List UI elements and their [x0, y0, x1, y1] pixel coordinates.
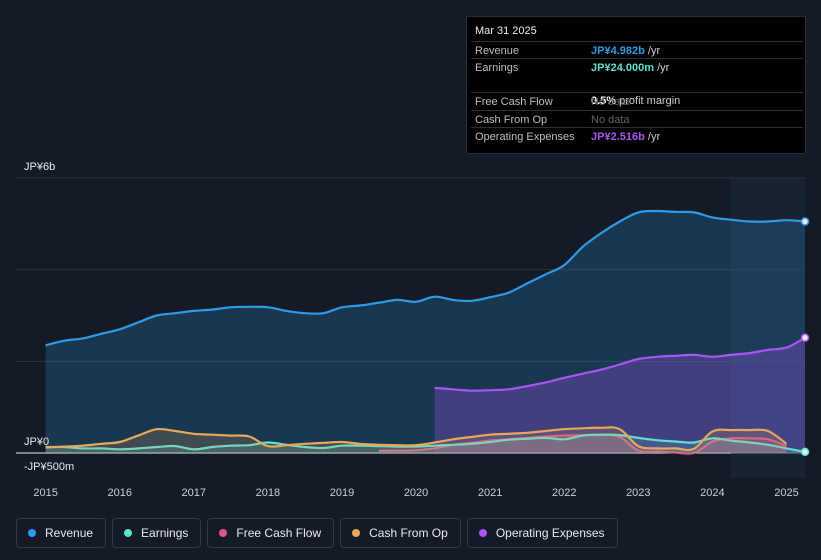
x-axis-label: 2015 [33, 487, 57, 499]
earnings-end-marker [800, 447, 810, 457]
profit-margin-text: profit margin [619, 95, 681, 107]
tooltip-value-revenue: JP¥4.982b [591, 45, 645, 57]
tooltip-row-earnings: Earnings JP¥24.000m /yr [471, 58, 803, 75]
legend-item-cash-from-op[interactable]: Cash From Op [340, 518, 461, 548]
x-axis-label: 2019 [330, 487, 354, 499]
x-axis-label: 2017 [182, 487, 206, 499]
tooltip-label-earnings: Earnings [475, 62, 519, 74]
tooltip-value-operating-expenses: JP¥2.516b [591, 131, 645, 143]
earnings-dot-icon [124, 529, 133, 537]
tooltip-row-cash-from-op: Cash From Op No data [471, 110, 803, 127]
tooltip-row-free-cash-flow: Free Cash Flow No data [471, 92, 803, 109]
tooltip-row-operating-expenses: Operating Expenses JP¥2.516b /yr [471, 127, 803, 144]
cash-from-op-area [45, 427, 787, 453]
tooltip-value-cash-from-op: No data [591, 114, 630, 126]
tooltip-unit-operating-expenses: /yr [647, 131, 661, 143]
operating-expenses-dot-icon [478, 529, 487, 537]
tooltip-value-earnings: JP¥24.000m [591, 62, 654, 74]
chart-legend: Revenue Earnings Free Cash Flow Cash Fro… [16, 518, 618, 548]
cash-from-op-line [45, 426, 788, 452]
x-axis-label: 2018 [256, 487, 280, 499]
tooltip-label-revenue: Revenue [475, 45, 520, 57]
revenue-line [45, 209, 806, 347]
tooltip-unit-revenue: /yr [647, 45, 661, 57]
legend-item-free-cash-flow[interactable]: Free Cash Flow [207, 518, 335, 548]
series-layer [45, 209, 810, 457]
y-axis-label: JP¥6b [24, 161, 55, 173]
cash-from-op-dot-icon [352, 529, 361, 537]
x-axis-label: 2020 [404, 487, 428, 499]
x-axis-label: 2021 [478, 487, 502, 499]
tooltip-profit-margin: 0.5% profit margin [591, 95, 680, 107]
tooltip-label-cash-from-op: Cash From Op [475, 114, 548, 126]
legend-label-cash-from-op: Cash From Op [369, 526, 448, 540]
legend-label-operating-expenses: Operating Expenses [495, 526, 605, 540]
tooltip-date: Mar 31 2025 [475, 25, 537, 37]
revenue-end-marker [800, 217, 810, 226]
free-cash-flow-dot-icon [219, 529, 228, 537]
revenue-dot-icon [28, 529, 36, 537]
revenue-area [45, 210, 806, 453]
tooltip-value-free-cash-flow: No data [591, 96, 630, 108]
y-axis-label: -JP¥500m [24, 461, 74, 473]
operating-expenses-line [434, 336, 806, 392]
tooltip-row-revenue: Revenue JP¥4.982b /yr [471, 41, 803, 58]
x-axis-label: 2022 [552, 487, 576, 499]
operating-expenses-end-marker [800, 333, 810, 342]
tooltip-panel: Mar 31 2025 Revenue JP¥4.982b /yr Earnin… [466, 16, 806, 154]
legend-item-earnings[interactable]: Earnings [112, 518, 202, 548]
profit-margin-value: 0.5% [591, 95, 617, 107]
tooltip-unit-earnings: /yr [657, 62, 670, 74]
legend-item-revenue[interactable]: Revenue [16, 518, 107, 548]
tooltip-label-operating-expenses: Operating Expenses [475, 131, 575, 143]
x-axis-label: 2024 [700, 487, 724, 499]
legend-label-earnings: Earnings [141, 526, 189, 540]
tooltip-label-free-cash-flow: Free Cash Flow [475, 96, 553, 108]
forecast-highlight-band [730, 178, 805, 478]
legend-label-revenue: Revenue [45, 526, 94, 540]
y-axis-label: JP¥0 [24, 436, 49, 448]
earnings-line [45, 433, 806, 453]
earnings-area [45, 434, 806, 453]
x-axis-label: 2025 [774, 487, 798, 499]
free-cash-flow-area [379, 434, 787, 454]
operating-expenses-area [434, 337, 805, 453]
legend-label-free-cash-flow: Free Cash Flow [236, 526, 322, 540]
legend-item-operating-expenses[interactable]: Operating Expenses [466, 518, 618, 548]
x-axis-label: 2023 [626, 487, 650, 499]
x-axis-label: 2016 [107, 487, 131, 499]
axis-layer: JP¥6b JP¥0 -JP¥500m 2015 2016 2017 2018 2019 202… [24, 161, 799, 499]
